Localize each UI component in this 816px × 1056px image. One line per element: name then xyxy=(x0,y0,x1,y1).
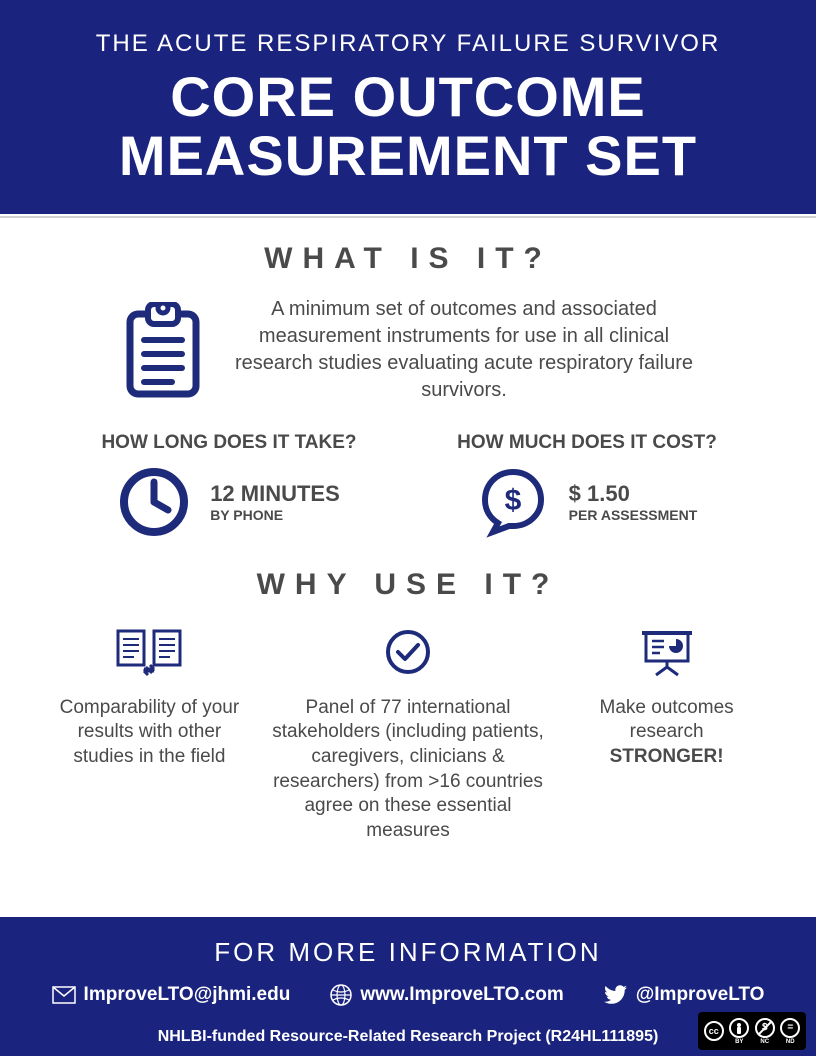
stat-time-value: 12 MINUTES xyxy=(210,481,340,507)
what-body: A minimum set of outcomes and associated… xyxy=(234,296,694,404)
stat-cost-question: HOW MUCH DOES IT COST? xyxy=(415,432,759,454)
why-text-3: Make outcomes research STRONGER! xyxy=(567,696,766,770)
stat-time-question: HOW LONG DOES IT TAKE? xyxy=(57,432,401,454)
footer-twitter-text: @ImproveLTO xyxy=(636,984,765,1006)
footer-title: FOR MORE INFORMATION xyxy=(20,937,796,968)
header-title-line2: MEASUREMENT SET xyxy=(119,124,697,187)
footer-banner: FOR MORE INFORMATION ImproveLTO@jhmi.edu… xyxy=(0,917,816,1056)
clipboard-icon xyxy=(122,302,204,398)
clock-icon xyxy=(118,466,190,538)
cc-by-icon: BY xyxy=(728,1018,752,1045)
header-subtitle: THE ACUTE RESPIRATORY FAILURE SURVIVOR xyxy=(40,30,776,58)
why-col-comparability: Comparability of your results with other… xyxy=(50,624,249,844)
cc-cc-icon: cc xyxy=(702,1021,726,1042)
footer-contacts: ImproveLTO@jhmi.edu www.ImproveLTO.com @… xyxy=(20,984,796,1006)
footer-email-text: ImproveLTO@jhmi.edu xyxy=(84,984,291,1006)
stat-cost-sub: PER ASSESSMENT xyxy=(569,507,698,523)
why-title: WHY USE IT? xyxy=(50,568,766,602)
why-text-1: Comparability of your results with other… xyxy=(50,696,249,770)
footer-web: www.ImproveLTO.com xyxy=(330,984,563,1006)
main-content: WHAT IS IT? A minimum set of outcomes an… xyxy=(0,220,816,864)
mail-icon xyxy=(52,986,76,1004)
cc-license-badge: cc BY $ NC = ND xyxy=(698,1012,806,1050)
what-row: A minimum set of outcomes and associated… xyxy=(50,296,766,404)
cc-nc-icon: $ NC xyxy=(753,1018,777,1045)
presentation-board-icon xyxy=(567,624,766,680)
dollar-bubble-icon: $ xyxy=(477,466,549,538)
why-text-3b: STRONGER! xyxy=(610,746,724,767)
header-title-line1: CORE OUTCOME xyxy=(170,65,646,128)
cc-nd-icon: = ND xyxy=(779,1018,803,1045)
globe-icon xyxy=(330,984,352,1006)
why-col-stronger: Make outcomes research STRONGER! xyxy=(567,624,766,844)
what-title: WHAT IS IT? xyxy=(50,242,766,276)
footer-web-text: www.ImproveLTO.com xyxy=(360,984,563,1006)
checkmark-circle-icon xyxy=(269,624,547,680)
documents-exchange-icon xyxy=(50,624,249,680)
stat-time-sub: BY PHONE xyxy=(210,507,340,523)
footer-email: ImproveLTO@jhmi.edu xyxy=(52,984,291,1006)
stat-time: HOW LONG DOES IT TAKE? 12 MINUTES BY PHO… xyxy=(57,432,401,538)
header-banner: THE ACUTE RESPIRATORY FAILURE SURVIVOR C… xyxy=(0,0,816,214)
footer-twitter: @ImproveLTO xyxy=(604,984,765,1006)
why-col-panel: Panel of 77 international stakeholders (… xyxy=(269,624,547,844)
svg-text:$: $ xyxy=(504,484,521,517)
why-text-2: Panel of 77 international stakeholders (… xyxy=(269,696,547,844)
twitter-icon xyxy=(604,985,628,1005)
stat-cost-value: $ 1.50 xyxy=(569,481,698,507)
why-text-3a: Make outcomes research xyxy=(600,697,734,743)
why-row: Comparability of your results with other… xyxy=(50,624,766,844)
stats-row: HOW LONG DOES IT TAKE? 12 MINUTES BY PHO… xyxy=(50,432,766,538)
stat-cost: HOW MUCH DOES IT COST? $ $ 1.50 PER ASSE… xyxy=(415,432,759,538)
header-title: CORE OUTCOME MEASUREMENT SET xyxy=(40,68,776,186)
footer-project: NHLBI-funded Resource-Related Research P… xyxy=(20,1028,796,1046)
